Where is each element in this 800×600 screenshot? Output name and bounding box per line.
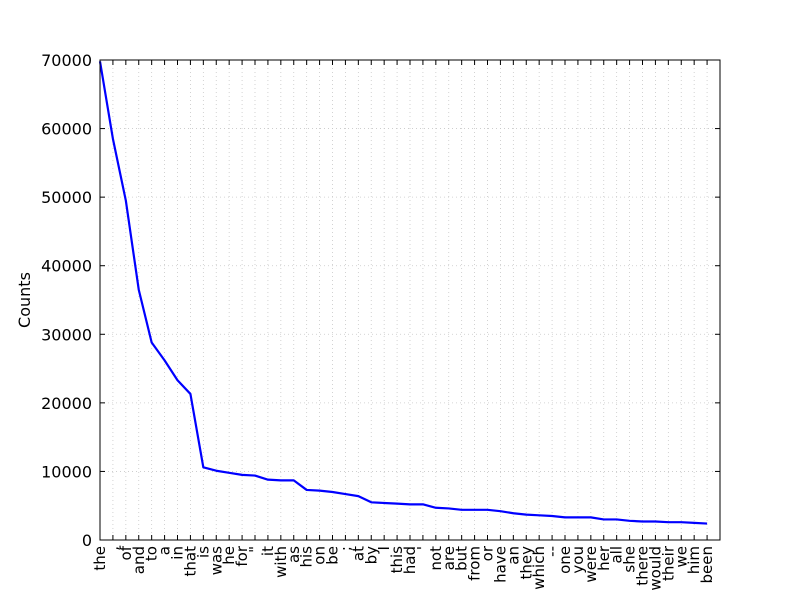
y-axis-label: Counts bbox=[15, 272, 34, 328]
y-tick-label: 0 bbox=[82, 531, 92, 550]
y-tick-label: 70000 bbox=[41, 51, 92, 70]
x-tick-label: or bbox=[479, 545, 497, 561]
x-tick-label: of bbox=[117, 545, 135, 560]
x-tick-label: he bbox=[220, 546, 238, 565]
y-tick-label: 30000 bbox=[41, 325, 92, 344]
x-tick-label: with bbox=[272, 546, 290, 578]
x-tick-label: which bbox=[530, 546, 548, 590]
x-tick-label: his bbox=[298, 546, 316, 568]
x-tick-label: this bbox=[388, 546, 406, 574]
y-tick-label: 20000 bbox=[41, 394, 92, 413]
x-tick-label: her bbox=[595, 545, 613, 571]
y-axis-ticks: 0 10000 20000 30000 40000 50000 60000 70000 bbox=[41, 51, 720, 550]
x-tick-label: by bbox=[362, 546, 380, 565]
x-tick-label: had bbox=[401, 546, 419, 574]
x-tick-label: one bbox=[556, 546, 574, 574]
y-tick-label: 40000 bbox=[41, 257, 92, 276]
x-tick-label: from bbox=[466, 546, 484, 581]
x-axis-ticks: the,ofandtoainthatiswashefor"itwithashis… bbox=[91, 60, 716, 591]
x-tick-label: would bbox=[646, 546, 664, 591]
x-tick-label: to bbox=[143, 546, 161, 561]
x-tick-label: for bbox=[233, 545, 251, 566]
x-tick-label: she bbox=[621, 546, 639, 573]
x-tick-label: ' bbox=[414, 546, 432, 550]
x-tick-label: on bbox=[311, 546, 329, 565]
x-tick-label: are bbox=[440, 546, 458, 570]
x-tick-label: is bbox=[194, 546, 212, 558]
series-line bbox=[98, 61, 708, 525]
x-tick-label: all bbox=[608, 546, 626, 564]
x-tick-label: at bbox=[349, 546, 367, 561]
x-tick-label: it bbox=[259, 546, 277, 556]
x-tick-label: a bbox=[156, 546, 174, 555]
x-tick-label: we bbox=[672, 546, 690, 568]
x-tick-label: have bbox=[491, 546, 509, 583]
x-tick-label: I bbox=[375, 546, 393, 550]
x-tick-label: as bbox=[285, 546, 303, 563]
y-tick-label: 50000 bbox=[41, 188, 92, 207]
y-tick-label: 60000 bbox=[41, 120, 92, 139]
x-tick-label: they bbox=[517, 546, 535, 580]
x-tick-label: that bbox=[181, 546, 199, 577]
grid-lines bbox=[99, 59, 720, 541]
x-tick-label: him bbox=[685, 546, 703, 574]
x-tick-label: not bbox=[427, 546, 445, 571]
x-tick-label: be bbox=[324, 546, 342, 565]
x-tick-label: you bbox=[569, 546, 587, 574]
x-tick-label: their bbox=[659, 545, 677, 581]
x-tick-label: but bbox=[453, 546, 471, 571]
x-tick-label: , bbox=[104, 546, 122, 551]
y-tick-label: 10000 bbox=[41, 462, 92, 481]
x-tick-label: been bbox=[698, 546, 716, 584]
x-tick-label: the bbox=[91, 546, 109, 571]
x-tick-label: there bbox=[634, 546, 652, 586]
x-tick-label: were bbox=[582, 546, 600, 583]
x-tick-label: an bbox=[504, 546, 522, 565]
x-tick-label: was bbox=[207, 546, 225, 575]
x-tick-label: -- bbox=[543, 546, 561, 557]
x-tick-label: in bbox=[169, 546, 187, 560]
x-tick-label: and bbox=[130, 546, 148, 574]
x-tick-label: ; bbox=[336, 546, 354, 551]
x-tick-label: " bbox=[246, 546, 264, 553]
